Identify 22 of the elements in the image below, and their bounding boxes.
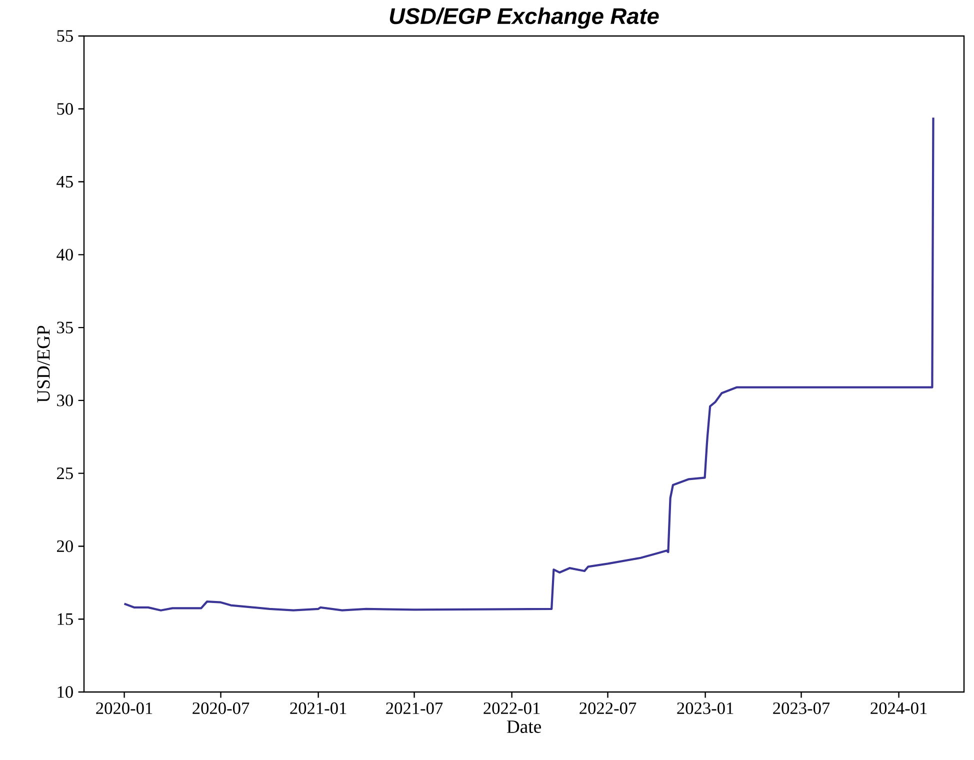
chart-title: USD/EGP Exchange Rate <box>390 8 659 29</box>
y-tick-label: 15 <box>58 613 73 625</box>
y-tick-label: 55 <box>57 30 73 42</box>
y-tick-label: 50 <box>57 103 73 115</box>
y-tick-label: 45 <box>56 176 73 188</box>
x-tick-label: 2022-01 <box>484 702 540 714</box>
x-tick-label: 2020-01 <box>96 702 152 714</box>
x-tick-label: 2021-01 <box>290 702 346 714</box>
x-axis-title: Date <box>506 720 541 733</box>
x-tick-label: 2024-01 <box>870 702 927 714</box>
y-tick-label: 20 <box>57 540 73 552</box>
y-tick-label: 25 <box>57 468 73 480</box>
x-tick-label: 2023-07 <box>773 702 830 714</box>
x-tick-label: 2021-07 <box>386 702 443 714</box>
y-tick-label: 30 <box>57 394 73 406</box>
y-tick-label: 40 <box>56 248 73 261</box>
x-tick-label: 2022-07 <box>580 702 636 714</box>
y-tick-label: 35 <box>57 322 73 334</box>
x-tick-label: 2023-01 <box>677 702 734 714</box>
y-tick-label: 10 <box>58 686 73 698</box>
x-tick-label: 2020-07 <box>192 702 250 714</box>
y-axis-title: USD/EGP <box>37 326 50 402</box>
